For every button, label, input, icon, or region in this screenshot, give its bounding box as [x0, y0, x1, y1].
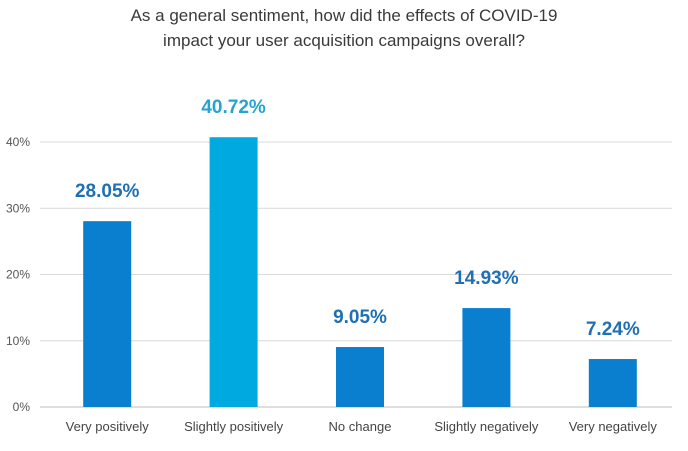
- chart-title-line-2: impact your user acquisition campaigns o…: [163, 31, 525, 50]
- data-label: 40.72%: [201, 97, 266, 118]
- y-tick-label: 0%: [13, 400, 31, 414]
- data-label: 9.05%: [333, 307, 387, 328]
- x-tick-label: No change: [329, 419, 392, 434]
- x-tick-label: Slightly negatively: [434, 419, 539, 434]
- data-label: 28.05%: [75, 181, 140, 202]
- bar: [336, 347, 384, 407]
- x-tick-label: Very positively: [66, 419, 150, 434]
- x-tick-label: Very negatively: [569, 419, 658, 434]
- bar: [83, 221, 132, 407]
- y-tick-label: 20%: [6, 268, 30, 282]
- y-tick-label: 40%: [6, 135, 30, 149]
- y-tick-label: 30%: [6, 201, 30, 215]
- data-label: 7.24%: [586, 319, 640, 340]
- x-tick-label: Slightly positively: [184, 419, 283, 434]
- y-tick-label: 10%: [6, 334, 30, 348]
- bar: [209, 137, 258, 408]
- bar: [462, 308, 511, 407]
- data-label: 14.93%: [454, 268, 519, 289]
- chart-title-line-1: As a general sentiment, how did the effe…: [130, 6, 558, 25]
- bar: [588, 359, 637, 407]
